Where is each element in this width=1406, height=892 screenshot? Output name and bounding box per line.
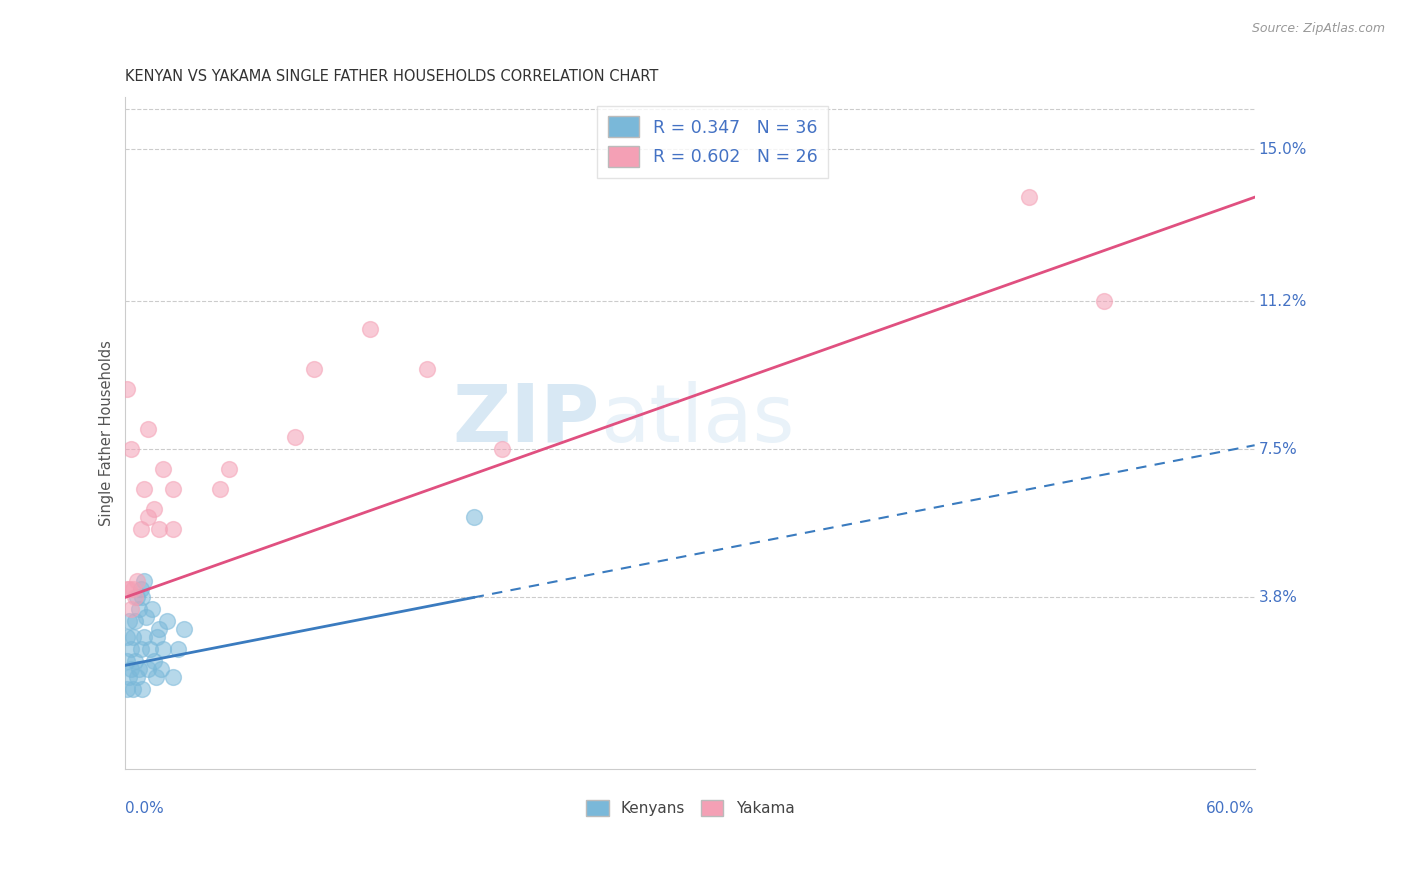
Point bbox=[117, 582, 139, 597]
Text: ZIP: ZIP bbox=[453, 381, 600, 458]
Point bbox=[139, 642, 162, 657]
Point bbox=[218, 462, 240, 476]
Point bbox=[491, 442, 513, 457]
Point bbox=[125, 670, 148, 684]
Point bbox=[284, 430, 307, 444]
Point bbox=[156, 614, 179, 628]
Point bbox=[118, 670, 141, 684]
Legend: Kenyans, Yakama: Kenyans, Yakama bbox=[579, 794, 800, 822]
Point bbox=[117, 382, 139, 396]
Point bbox=[134, 482, 156, 496]
Point bbox=[118, 582, 141, 597]
Point bbox=[152, 462, 174, 476]
Point bbox=[120, 602, 142, 616]
Point bbox=[124, 614, 146, 628]
Point bbox=[129, 642, 152, 657]
Point bbox=[118, 614, 141, 628]
Point bbox=[359, 322, 381, 336]
Point bbox=[136, 510, 159, 524]
Point bbox=[167, 642, 190, 657]
Point bbox=[120, 442, 142, 457]
Point bbox=[148, 622, 170, 636]
Point bbox=[131, 682, 153, 697]
Text: atlas: atlas bbox=[600, 381, 794, 458]
Point bbox=[302, 362, 325, 376]
Text: 60.0%: 60.0% bbox=[1206, 801, 1254, 816]
Text: Source: ZipAtlas.com: Source: ZipAtlas.com bbox=[1251, 22, 1385, 36]
Text: KENYAN VS YAKAMA SINGLE FATHER HOUSEHOLDS CORRELATION CHART: KENYAN VS YAKAMA SINGLE FATHER HOUSEHOLD… bbox=[125, 69, 659, 84]
Point bbox=[125, 591, 148, 605]
Y-axis label: Single Father Households: Single Father Households bbox=[100, 341, 114, 526]
Text: 15.0%: 15.0% bbox=[1258, 142, 1306, 157]
Point bbox=[120, 662, 142, 676]
Point bbox=[131, 591, 153, 605]
Point bbox=[146, 630, 169, 644]
Point bbox=[117, 630, 139, 644]
Point bbox=[1018, 190, 1040, 204]
Point bbox=[463, 510, 485, 524]
Point bbox=[129, 582, 152, 597]
Point bbox=[117, 654, 139, 668]
Point bbox=[142, 654, 165, 668]
Point bbox=[135, 610, 157, 624]
Text: 3.8%: 3.8% bbox=[1258, 590, 1298, 605]
Point bbox=[152, 642, 174, 657]
Point bbox=[136, 422, 159, 436]
Point bbox=[134, 630, 156, 644]
Point bbox=[129, 522, 152, 536]
Point bbox=[142, 502, 165, 516]
Point bbox=[208, 482, 231, 496]
Point bbox=[145, 670, 167, 684]
Point bbox=[141, 602, 163, 616]
Point bbox=[173, 622, 195, 636]
Point bbox=[415, 362, 437, 376]
Point bbox=[124, 591, 146, 605]
Point bbox=[162, 670, 184, 684]
Point bbox=[125, 574, 148, 589]
Point bbox=[117, 682, 139, 697]
Text: 11.2%: 11.2% bbox=[1258, 293, 1306, 309]
Text: 7.5%: 7.5% bbox=[1258, 442, 1298, 457]
Point bbox=[120, 642, 142, 657]
Point bbox=[162, 482, 184, 496]
Point bbox=[128, 602, 150, 616]
Point bbox=[134, 574, 156, 589]
Point bbox=[124, 654, 146, 668]
Point bbox=[128, 662, 150, 676]
Point bbox=[148, 522, 170, 536]
Point bbox=[122, 630, 145, 644]
Point bbox=[122, 682, 145, 697]
Point bbox=[136, 662, 159, 676]
Point bbox=[1092, 294, 1115, 309]
Point bbox=[162, 522, 184, 536]
Point bbox=[122, 582, 145, 597]
Text: 0.0%: 0.0% bbox=[125, 801, 165, 816]
Point bbox=[150, 662, 173, 676]
